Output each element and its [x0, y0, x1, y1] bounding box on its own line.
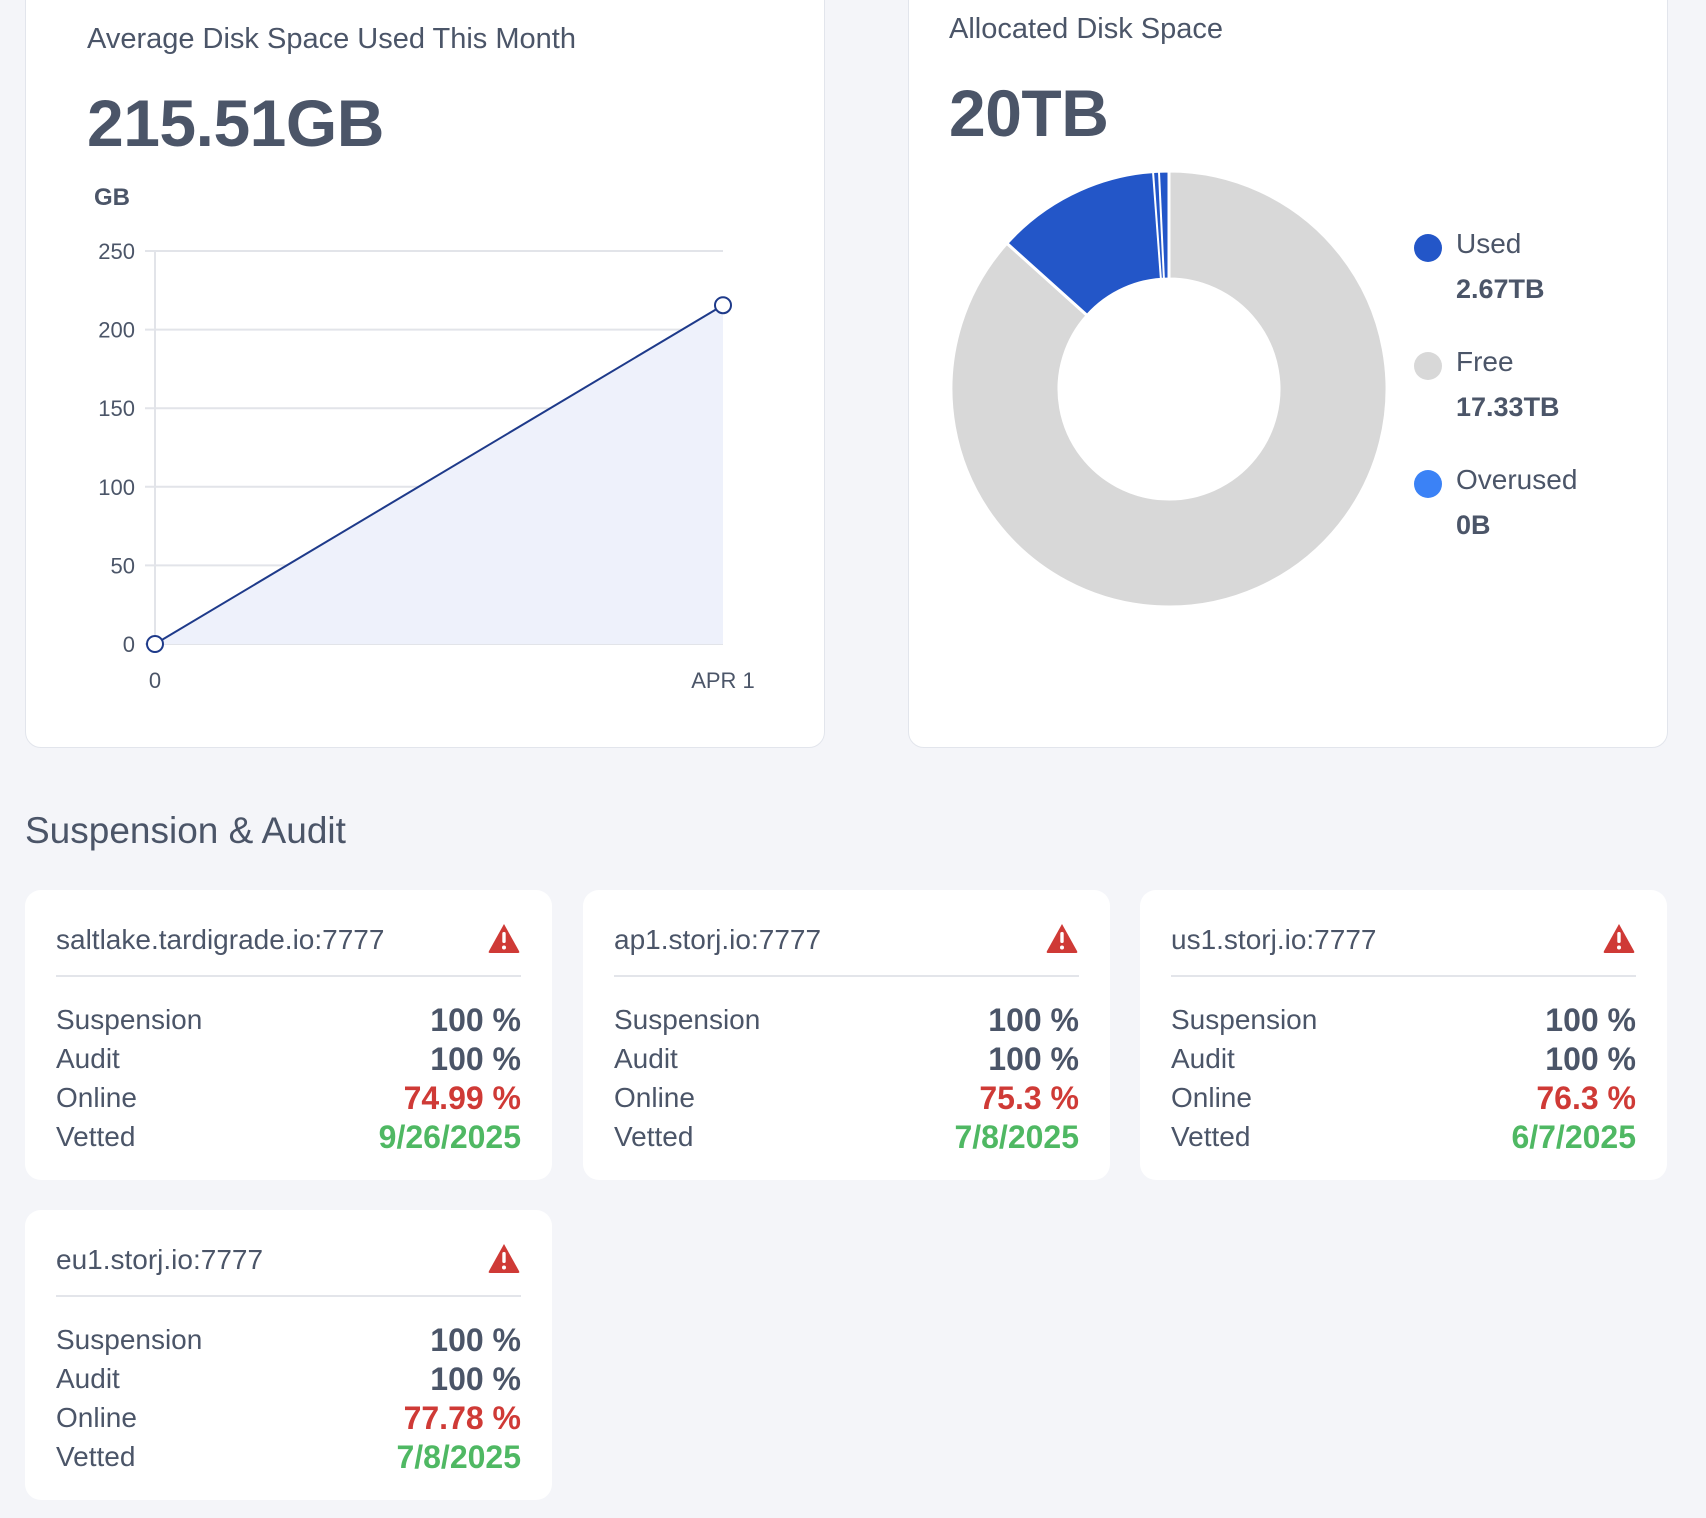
stat-value: 100 %: [988, 1041, 1079, 1077]
stat-value: 100 %: [430, 1041, 521, 1077]
stat-label: Suspension: [56, 1324, 203, 1355]
stat-label: Online: [614, 1082, 695, 1113]
stat-label: Audit: [56, 1363, 120, 1394]
allocated-disk-value: 20TB: [949, 76, 1109, 150]
section-title: Suspension & Audit: [25, 810, 346, 851]
warning-triangle-icon[interactable]: [1045, 922, 1079, 954]
satellite-card: saltlake.tardigrade.io:7777 Suspension 100…: [25, 890, 552, 1180]
card-divider: [56, 1295, 521, 1297]
stat-value: 74.99 %: [403, 1080, 521, 1116]
stat-row-suspension: Suspension 100 %: [56, 1322, 521, 1363]
legend-dot: [1414, 234, 1442, 262]
stat-label: Vetted: [614, 1121, 694, 1152]
legend-dot: [1414, 470, 1442, 498]
stat-row-online: Online 76.3 %: [1171, 1080, 1636, 1121]
y-tick-label: 100: [98, 475, 135, 500]
stat-row-audit: Audit 100 %: [614, 1041, 1079, 1082]
satellite-name: eu1.storj.io:7777: [56, 1244, 264, 1275]
stat-value: 100 %: [988, 1002, 1079, 1038]
stat-label: Vetted: [1171, 1121, 1251, 1152]
disk-space-chart: GB 0 50 100 150 200 250 0 APR 1: [94, 184, 755, 693]
satellite-card: eu1.storj.io:7777 Suspension 100 % Audit 100…: [25, 1210, 552, 1500]
stat-value: 76.3 %: [1536, 1080, 1636, 1116]
stat-row-online: Online 74.99 %: [56, 1080, 521, 1121]
stat-row-audit: Audit 100 %: [56, 1361, 521, 1402]
stat-value: 6/7/2025: [1511, 1119, 1636, 1155]
stat-label: Audit: [56, 1043, 120, 1074]
disk-space-card: Average Disk Space Used This Month 215.5…: [25, 0, 825, 748]
stat-label: Vetted: [56, 1441, 136, 1472]
stat-value: 100 %: [430, 1361, 521, 1397]
stat-label: Audit: [614, 1043, 678, 1074]
stat-value: 75.3 %: [979, 1080, 1079, 1116]
data-point[interactable]: [146, 635, 164, 653]
donut-slice-used[interactable]: [1004, 169, 1171, 318]
card-divider: [614, 975, 1079, 977]
stat-row-suspension: Suspension 100 %: [1171, 1002, 1636, 1043]
card-divider: [1171, 975, 1636, 977]
satellite-card: ap1.storj.io:7777 Suspension 100 % Audit 100…: [583, 890, 1110, 1180]
stat-row-suspension: Suspension 100 %: [614, 1002, 1079, 1043]
allocated-donut-chart: [949, 169, 1389, 609]
stat-label: Online: [56, 1402, 137, 1433]
satellite-name: us1.storj.io:7777: [1171, 924, 1377, 955]
y-tick-label: 0: [123, 632, 135, 657]
stat-label: Suspension: [614, 1004, 761, 1035]
stat-label: Audit: [1171, 1043, 1235, 1074]
stat-label: Suspension: [56, 1004, 203, 1035]
warning-triangle-icon[interactable]: [1602, 922, 1636, 954]
y-axis-label: GB: [94, 184, 130, 211]
warning-triangle-icon[interactable]: [487, 922, 521, 954]
legend-label: Used: [1456, 228, 1522, 259]
stat-label: Suspension: [1171, 1004, 1318, 1035]
legend-value: 0B: [1456, 510, 1491, 540]
allocated-disk-card: Allocated Disk Space 20TB Used 2.67TB Free…: [908, 0, 1668, 748]
stat-value: 100 %: [430, 1322, 521, 1358]
y-tick-label: 150: [98, 396, 135, 421]
stat-value: 7/8/2025: [396, 1439, 521, 1475]
stat-label: Vetted: [56, 1121, 136, 1152]
stat-value: 7/8/2025: [954, 1119, 1079, 1155]
stat-value: 9/26/2025: [378, 1119, 521, 1155]
legend-value: 17.33TB: [1456, 392, 1560, 422]
stat-label: Online: [1171, 1082, 1252, 1113]
satellite-name: ap1.storj.io:7777: [614, 924, 822, 955]
stat-row-vetted: Vetted 7/8/2025: [56, 1439, 521, 1480]
donut-slice-free[interactable]: [949, 169, 1389, 609]
legend-label: Overused: [1456, 464, 1578, 495]
x-tick-label: APR 1: [691, 668, 755, 693]
stat-row-audit: Audit 100 %: [1171, 1041, 1636, 1082]
stat-row-vetted: Vetted 6/7/2025: [1171, 1119, 1636, 1160]
stat-value: 100 %: [1545, 1041, 1636, 1077]
disk-space-value: 215.51GB: [87, 86, 384, 160]
stat-label: Online: [56, 1082, 137, 1113]
allocated-disk-title: Allocated Disk Space: [949, 13, 1224, 45]
stat-value: 77.78 %: [403, 1400, 521, 1436]
stat-row-audit: Audit 100 %: [56, 1041, 521, 1082]
stat-row-online: Online 77.78 %: [56, 1400, 521, 1441]
disk-space-title: Average Disk Space Used This Month: [87, 23, 576, 55]
stat-row-suspension: Suspension 100 %: [56, 1002, 521, 1043]
y-tick-label: 250: [98, 239, 135, 264]
stat-row-vetted: Vetted 9/26/2025: [56, 1119, 521, 1160]
satellite-name: saltlake.tardigrade.io:7777: [56, 924, 385, 955]
stat-row-vetted: Vetted 7/8/2025: [614, 1119, 1079, 1160]
card-divider: [56, 975, 521, 977]
x-tick-label: 0: [149, 668, 161, 693]
satellite-card: us1.storj.io:7777 Suspension 100 % Audit 100…: [1140, 890, 1667, 1180]
y-tick-label: 50: [111, 553, 135, 578]
donut-separator: [1157, 171, 1165, 280]
warning-triangle-icon[interactable]: [487, 1242, 521, 1274]
stat-value: 100 %: [430, 1002, 521, 1038]
data-point[interactable]: [714, 296, 732, 315]
legend-value: 2.67TB: [1456, 274, 1545, 304]
legend-label: Free: [1456, 346, 1514, 377]
y-tick-label: 200: [98, 318, 135, 343]
donut-separator: [1152, 171, 1162, 280]
series-line: [154, 304, 724, 645]
legend-dot: [1414, 352, 1442, 380]
stat-row-online: Online 75.3 %: [614, 1080, 1079, 1121]
stat-value: 100 %: [1545, 1002, 1636, 1038]
